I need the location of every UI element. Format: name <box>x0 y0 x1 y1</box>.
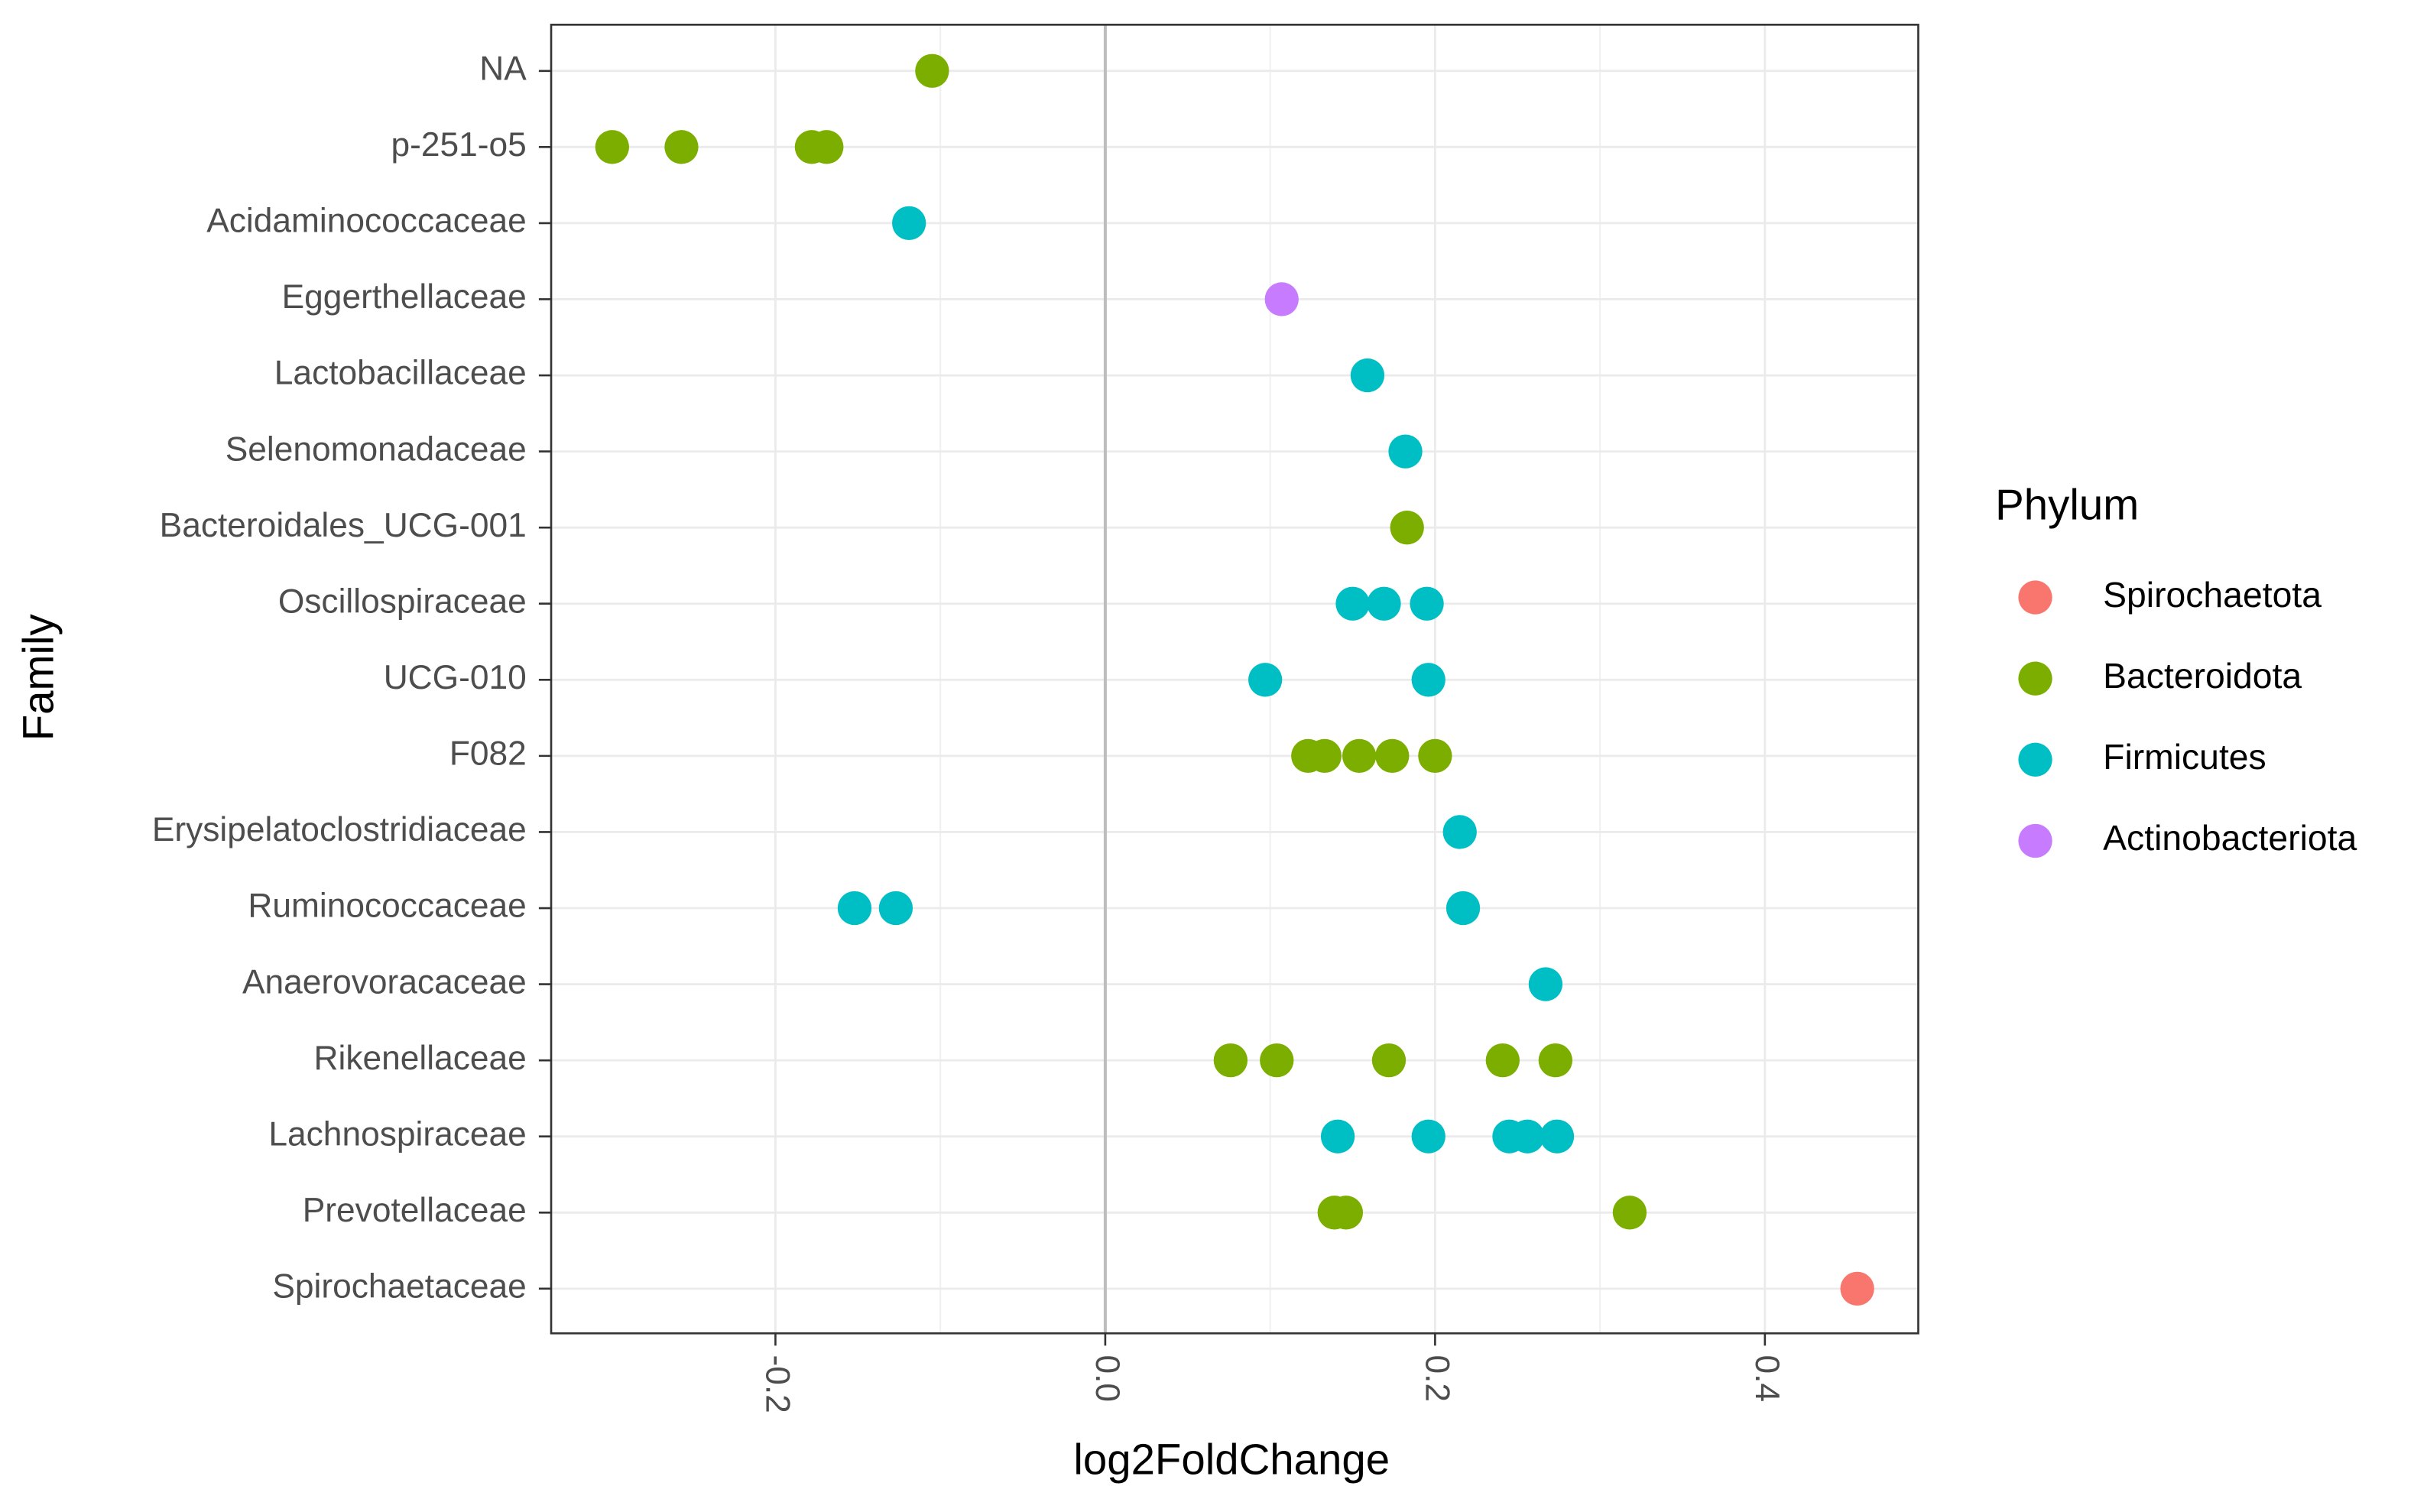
legend-label: Actinobacteriota <box>2103 818 2357 858</box>
point <box>1264 282 1299 316</box>
legend-swatch <box>2018 661 2052 696</box>
point <box>1411 1119 1445 1153</box>
y-tick-label: Anaerovoracaceae <box>242 963 527 1001</box>
y-tick-label: UCG-010 <box>384 659 527 696</box>
y-tick-label: Lachnospiraceae <box>268 1115 526 1153</box>
y-tick-label: Lactobacillaceae <box>274 355 527 392</box>
point <box>1538 1043 1573 1078</box>
x-tick-label: 0.2 <box>1419 1355 1456 1402</box>
point <box>1485 1043 1520 1078</box>
point <box>1388 434 1423 469</box>
point <box>1840 1271 1874 1306</box>
legend-label: Firmicutes <box>2103 737 2266 777</box>
x-tick-label: -0.2 <box>759 1355 797 1413</box>
x-axis-title: log2FoldChange <box>1073 1435 1390 1483</box>
y-tick-label: Bacteroidales_UCG-001 <box>160 507 527 544</box>
y-tick-label: Eggerthellaceae <box>282 278 527 316</box>
point <box>915 54 949 88</box>
point <box>1367 586 1401 621</box>
y-tick-label: F082 <box>449 735 527 773</box>
y-tick-label: Selenomonadaceae <box>226 430 527 468</box>
legend-swatch <box>2018 823 2052 858</box>
legend-label: Bacteroidota <box>2103 656 2302 696</box>
point <box>1390 511 1424 545</box>
grid <box>551 24 1919 1334</box>
point <box>1375 738 1410 774</box>
point <box>1510 1119 1545 1153</box>
point <box>595 130 629 164</box>
point <box>1260 1043 1294 1078</box>
point <box>1248 663 1283 697</box>
points <box>595 54 1874 1306</box>
legend-label: Spirochaetota <box>2103 575 2322 615</box>
y-axis-title: Family <box>14 613 62 741</box>
point <box>1418 738 1452 774</box>
y-tick-label: Rikenellaceae <box>314 1040 527 1077</box>
x-tick-label: 0.4 <box>1748 1355 1786 1402</box>
point <box>1342 738 1377 774</box>
y-tick-label: Acidaminococcaceae <box>206 203 527 240</box>
point <box>1410 586 1444 621</box>
y-tick-label: Prevotellaceae <box>303 1192 527 1229</box>
point <box>878 891 913 926</box>
point <box>1307 738 1342 774</box>
point <box>1442 815 1477 849</box>
x-tick-label: 0.0 <box>1089 1355 1126 1402</box>
point <box>1335 586 1370 621</box>
y-tick-label: NA <box>479 50 527 87</box>
point <box>1329 1196 1364 1230</box>
y-tick-label: Ruminococcaceae <box>248 887 526 925</box>
point <box>1320 1119 1355 1153</box>
point <box>1612 1196 1647 1230</box>
point <box>1445 891 1481 926</box>
y-tick-label: Erysipelatoclostridiaceae <box>152 811 527 848</box>
point <box>1528 967 1563 1001</box>
point <box>1350 358 1385 393</box>
point <box>1213 1043 1248 1078</box>
y-tick-label: p-251-o5 <box>391 126 526 164</box>
point <box>1371 1043 1407 1078</box>
point <box>892 206 926 241</box>
point <box>837 891 872 926</box>
point <box>1540 1119 1575 1153</box>
y-tick-label: Spirochaetaceae <box>272 1268 526 1306</box>
legend-swatch <box>2018 742 2052 777</box>
point <box>664 130 699 164</box>
point <box>1411 663 1445 697</box>
y-tick-label: Oscillospiraceae <box>278 582 527 620</box>
legend-title: Phylum <box>1995 481 2139 529</box>
point <box>810 130 844 164</box>
legend-swatch <box>2018 580 2052 615</box>
